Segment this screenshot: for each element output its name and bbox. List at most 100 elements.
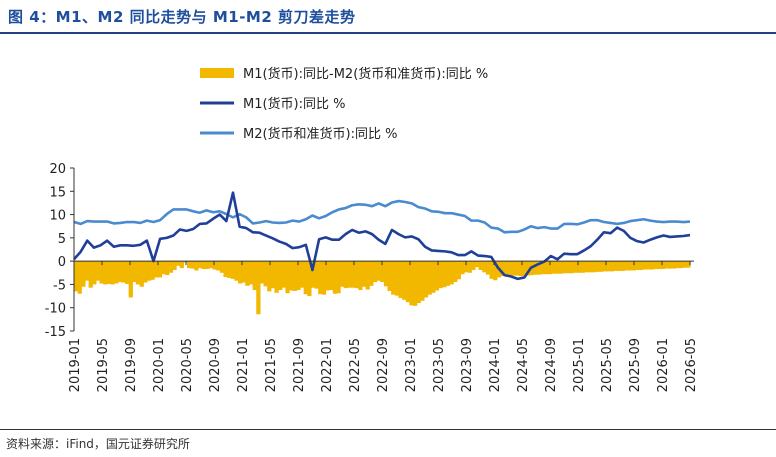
- diff-bar: [394, 261, 399, 296]
- x-tick-label: 2024-05: [516, 338, 531, 392]
- diff-bar: [216, 261, 221, 271]
- diff-bar: [310, 261, 316, 288]
- diff-bar: [584, 261, 589, 273]
- diff-bar: [617, 261, 622, 271]
- diff-bar: [197, 261, 203, 269]
- diff-bar: [467, 261, 472, 273]
- diff-bar: [653, 261, 658, 270]
- diff-bar: [606, 261, 611, 272]
- x-tick-label: 2024-09: [544, 338, 559, 392]
- diff-bar: [609, 261, 615, 272]
- diff-bar: [219, 261, 225, 273]
- diff-bar: [456, 261, 461, 280]
- diff-bar: [555, 261, 560, 274]
- diff-bar: [157, 261, 163, 278]
- legend-label-diff: M1(货币):同比-M2(货币和准货币):同比 %: [243, 66, 488, 82]
- diff-bar: [365, 261, 370, 290]
- diff-bar: [660, 261, 666, 270]
- y-tick-label: -15: [45, 325, 66, 340]
- diff-bar: [230, 261, 235, 279]
- diff-bar: [205, 261, 210, 270]
- diff-bar: [391, 261, 396, 295]
- diff-bar: [500, 261, 505, 277]
- diff-bar: [95, 261, 101, 281]
- y-tick-label: 15: [49, 185, 66, 200]
- x-tick-label: 2019-01: [68, 338, 83, 392]
- diff-bar: [668, 261, 673, 269]
- diff-bar: [511, 261, 516, 276]
- diff-bar: [631, 261, 636, 271]
- diff-bar: [420, 261, 425, 301]
- x-tick-label: 2023-01: [404, 338, 419, 392]
- diff-bar: [343, 261, 348, 289]
- diff-bar: [150, 261, 155, 280]
- x-tick-label: 2020-01: [152, 338, 167, 392]
- diff-bar: [551, 261, 556, 274]
- diff-bar: [566, 261, 571, 274]
- diff-bar: [186, 261, 192, 269]
- diff-bar: [686, 261, 691, 268]
- diff-bar: [679, 261, 684, 269]
- diff-bar: [340, 261, 345, 287]
- diff-bar: [598, 261, 604, 272]
- y-tick-label: -5: [53, 278, 66, 293]
- diff-bar: [493, 261, 498, 281]
- diff-bar: [602, 261, 607, 272]
- diff-bar: [289, 261, 294, 291]
- diff-bar: [194, 261, 199, 271]
- diff-bar: [114, 261, 119, 284]
- figure-title: 图 4：M1、M2 同比走势与 M1-M2 剪刀差走势: [8, 8, 356, 26]
- title-divider: [0, 32, 776, 34]
- diff-bar: [533, 261, 538, 275]
- diff-bar: [285, 261, 290, 294]
- x-tick-label: 2022-09: [376, 338, 391, 392]
- diff-bar: [292, 261, 297, 291]
- diff-bar: [84, 261, 90, 281]
- diff-bar: [183, 261, 188, 263]
- diff-bar: [263, 261, 268, 287]
- x-tick-label: 2019-09: [124, 338, 139, 392]
- diff-bar: [613, 261, 618, 271]
- y-tick-label: 5: [58, 232, 66, 247]
- diff-bar: [139, 261, 144, 287]
- x-tick-label: 2020-05: [180, 338, 195, 392]
- diff-bar: [405, 261, 410, 303]
- diff-bar: [329, 261, 334, 291]
- x-tick-label: 2025-09: [628, 338, 643, 392]
- diff-bar: [372, 261, 378, 283]
- diff-bar: [569, 261, 574, 274]
- diff-bar: [664, 261, 669, 269]
- diff-bar: [354, 261, 359, 289]
- footer-divider: [0, 429, 776, 430]
- y-tick-label: -10: [45, 302, 66, 317]
- diff-bar: [278, 261, 283, 291]
- diff-bar: [380, 261, 385, 283]
- diff-bar: [146, 261, 152, 281]
- diff-bar: [227, 261, 232, 278]
- y-tick-label: 20: [49, 162, 66, 177]
- diff-bar: [172, 261, 177, 270]
- diff-bar: [347, 261, 352, 288]
- x-tick-label: 2023-09: [460, 338, 475, 392]
- diff-bar: [518, 261, 523, 277]
- diff-bar: [238, 261, 243, 284]
- diff-bar: [117, 261, 122, 283]
- diff-bar: [303, 261, 308, 295]
- plot-area: -15 -10 -5 0 5 10 15 20 2019-01 2019-05 2019-09 202…: [45, 162, 699, 392]
- diff-bar: [536, 261, 542, 275]
- diff-bar: [325, 261, 330, 291]
- diff-bar: [431, 261, 436, 293]
- diff-bar: [522, 261, 527, 277]
- diff-bar: [471, 261, 476, 270]
- diff-bar: [580, 261, 585, 273]
- diff-bar: [81, 261, 86, 287]
- diff-bar: [168, 261, 174, 273]
- diff-bar: [245, 261, 250, 286]
- x-tick-label: 2021-09: [292, 338, 307, 392]
- y-tick-label: 0: [58, 255, 66, 270]
- diff-bar: [132, 261, 137, 283]
- diff-bar: [208, 261, 214, 269]
- diff-bar: [573, 261, 578, 273]
- x-tick-label: 2026-05: [684, 338, 699, 392]
